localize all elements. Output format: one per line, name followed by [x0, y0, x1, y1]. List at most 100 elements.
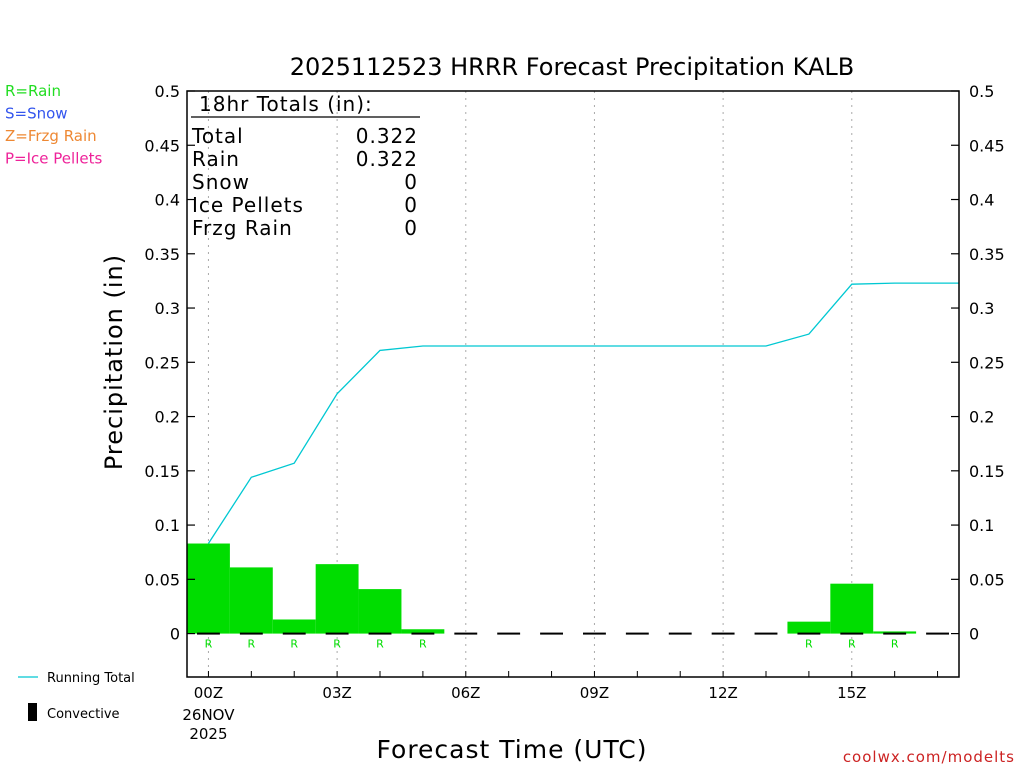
x-tick-label: 12Z — [708, 684, 737, 702]
y-tick-label: 0.1 — [155, 516, 180, 535]
running-total-line — [207, 282, 959, 544]
totals-row-label: Rain — [192, 147, 240, 171]
convective-bar — [454, 632, 478, 635]
y-tick-label: 0.5 — [969, 82, 994, 101]
ptype-label: R — [248, 638, 256, 651]
y-tick-label: 0.05 — [144, 570, 180, 589]
y-axis-label: Precipitation (in) — [100, 254, 128, 470]
rain-bar — [787, 621, 831, 634]
totals-row-value: 0.322 — [356, 124, 418, 148]
y-axis-right: 0 0.05 0.1 0.15 0.2 0.25 0.3 0.35 0.4 0.45 0.5 — [951, 82, 1005, 644]
ptype-label: R — [205, 638, 213, 651]
ptype-legend-item: S=Snow — [5, 105, 68, 123]
y-tick-label: 0.05 — [969, 570, 1005, 589]
ptype-label: R — [848, 638, 856, 651]
totals-row-value: 0 — [404, 170, 418, 194]
rain-bar — [830, 583, 874, 634]
totals-row-label: Ice Pellets — [192, 193, 304, 217]
y-tick-label: 0.15 — [969, 462, 1005, 481]
rain-bar — [187, 543, 230, 634]
x-tick-label: 15Z — [837, 684, 866, 702]
totals-row-label: Snow — [192, 170, 250, 194]
rain-bar — [873, 631, 917, 634]
totals-row-label: Frzg Rain — [192, 216, 293, 240]
y-tick-label: 0.3 — [155, 299, 180, 318]
y-tick-label: 0.2 — [155, 408, 180, 427]
rain-bar — [358, 589, 402, 634]
y-tick-label: 0.4 — [155, 191, 180, 210]
totals-box: 18hr Totals (in): Total 0.322 Rain 0.322 Snow… — [191, 92, 420, 240]
x-tick-date: 26NOV — [182, 706, 235, 724]
y-tick-label: 0.25 — [969, 353, 1005, 372]
convective-bar — [754, 632, 778, 635]
convective-bar — [583, 632, 606, 635]
y-tick-label: 0.35 — [144, 245, 180, 264]
legend-label: Running Total — [47, 671, 135, 686]
bars — [187, 543, 917, 634]
convective-bar — [625, 632, 649, 635]
convective-bar — [282, 632, 306, 635]
convective-bar — [497, 632, 521, 635]
ptype-label: R — [419, 638, 427, 651]
x-axis-label: Forecast Time (UTC) — [377, 735, 648, 764]
ptype-label: R — [333, 638, 341, 651]
totals-row-value: 0.322 — [356, 147, 418, 171]
y-tick-label: 0.35 — [969, 245, 1005, 264]
convective-bar — [797, 632, 821, 635]
y-tick-label: 0.5 — [155, 82, 180, 101]
totals-row-value: 0 — [404, 193, 418, 217]
gridlines — [207, 91, 853, 677]
rain-bar — [315, 564, 359, 634]
y-tick-label: 0.3 — [969, 299, 994, 318]
totals-header: 18hr Totals (in): — [199, 92, 373, 116]
rain-bar — [401, 629, 445, 634]
convective-bar — [197, 632, 220, 635]
convective-bar — [239, 632, 263, 635]
convective-bar — [883, 632, 907, 635]
x-tick-label: 00Z — [194, 684, 223, 702]
credit-text: coolwx.com/modelts — [843, 748, 1015, 766]
y-tick-label: 0.4 — [969, 191, 994, 210]
y-tick-label: 0.1 — [969, 516, 994, 535]
rain-bar — [229, 567, 273, 634]
ptype-label: R — [290, 638, 298, 651]
legend-bar-swatch — [28, 703, 37, 721]
y-axis-left: 0 0.05 0.1 0.15 0.2 0.25 0.3 0.35 0.4 0.45 0.5 — [144, 82, 195, 644]
y-tick-label: 0 — [969, 625, 979, 644]
ptype-label: R — [805, 638, 813, 651]
totals-row-value: 0 — [404, 216, 418, 240]
y-tick-label: 0 — [170, 625, 180, 644]
chart-title: 2025112523 HRRR Forecast Precipitation K… — [290, 53, 854, 81]
x-tick-label: 06Z — [451, 684, 480, 702]
ptype-legend: R=Rain S=Snow Z=Frzg Rain P=Ice Pellets — [5, 82, 102, 168]
ptype-label: R — [891, 638, 899, 651]
convective-bar — [325, 632, 349, 635]
convective-bar — [540, 632, 563, 635]
legend-label: Convective — [47, 707, 120, 722]
ptype-legend-item: Z=Frzg Rain — [5, 127, 97, 145]
ptype-legend-item: R=Rain — [5, 82, 61, 100]
ptype-label: R — [376, 638, 384, 651]
series-legend: Running Total Convective — [18, 671, 135, 722]
plot-frame — [186, 90, 960, 678]
convective-bar — [368, 632, 392, 635]
convective-bar — [668, 632, 692, 635]
x-tick-label: 09Z — [580, 684, 609, 702]
convective-bar — [711, 632, 735, 635]
convective-bar — [840, 632, 864, 635]
x-tick-year: 2025 — [189, 725, 227, 743]
ptype-legend-item: P=Ice Pellets — [5, 150, 102, 168]
y-tick-label: 0.15 — [144, 462, 180, 481]
totals-row-label: Total — [191, 124, 244, 148]
x-tick-label: 03Z — [322, 684, 351, 702]
y-tick-label: 0.45 — [969, 136, 1005, 155]
convective-bars — [197, 632, 949, 635]
y-tick-label: 0.45 — [144, 136, 180, 155]
convective-bar — [411, 632, 435, 635]
rain-bar — [272, 619, 316, 634]
convective-bar — [926, 632, 949, 635]
y-tick-label: 0.25 — [144, 353, 180, 372]
